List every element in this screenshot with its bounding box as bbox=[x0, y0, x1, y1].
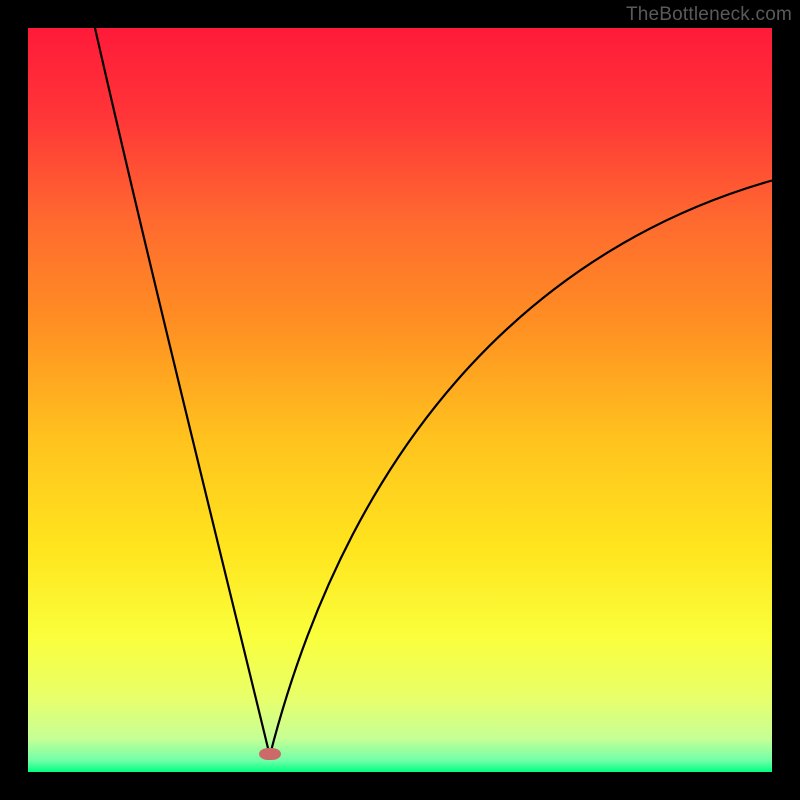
watermark-text: TheBottleneck.com bbox=[626, 4, 792, 26]
v-curve bbox=[28, 28, 772, 772]
chart-plot-area bbox=[28, 28, 772, 772]
apex-marker bbox=[259, 748, 281, 760]
